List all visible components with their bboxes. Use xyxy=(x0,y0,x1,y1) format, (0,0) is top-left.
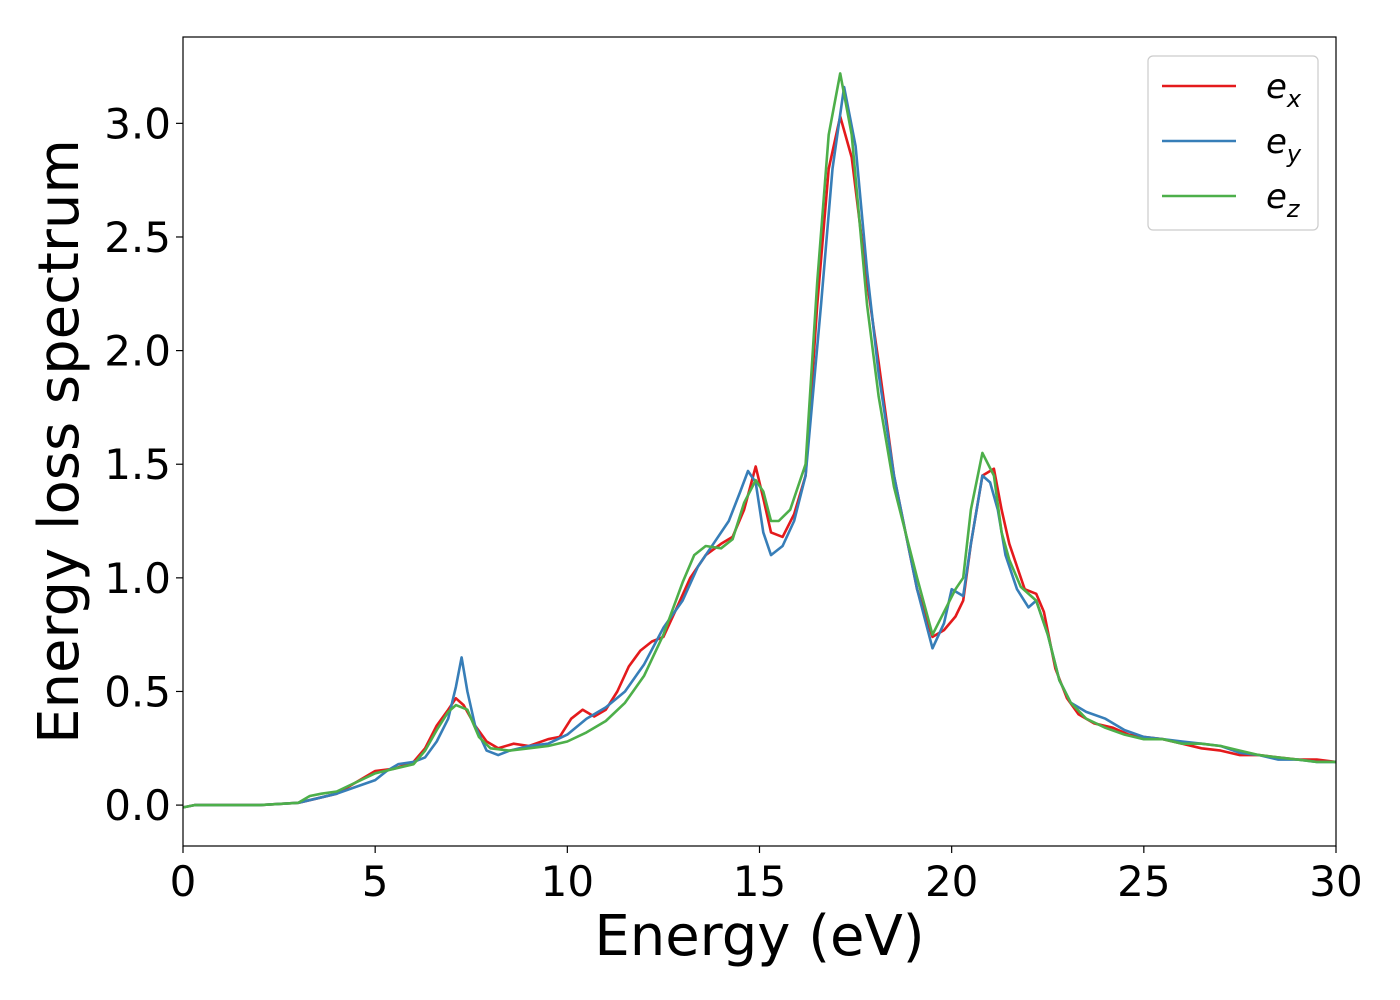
legend-box xyxy=(1147,55,1319,231)
y-tick-label: 1.5 xyxy=(104,440,171,489)
x-tick-label: 15 xyxy=(733,857,786,906)
y-tick-label: 0.0 xyxy=(104,781,171,830)
y-tick-label: 2.0 xyxy=(104,327,171,376)
legend-label-y: ey xyxy=(1266,122,1302,168)
y-tick-label: 0.5 xyxy=(104,667,171,716)
y-tick-label: 1.0 xyxy=(104,554,171,603)
legend: ex ey ez xyxy=(1147,55,1319,231)
x-tick-label: 30 xyxy=(1309,857,1362,906)
x-tick-label: 25 xyxy=(1117,857,1170,906)
y-tick-label: 3.0 xyxy=(104,99,171,148)
x-tick-label: 5 xyxy=(362,857,389,906)
series-line-z xyxy=(183,72,1336,809)
series-layer xyxy=(183,72,1336,809)
x-tick-label: 0 xyxy=(170,857,197,906)
x-tick-label: 10 xyxy=(541,857,594,906)
series-line-y xyxy=(183,85,1336,809)
y-tick-label: 2.5 xyxy=(104,213,171,262)
legend-label-x: ex xyxy=(1266,67,1302,113)
x-axis-title: Energy (eV) xyxy=(594,904,924,969)
y-axis-title: Energy loss spectrum xyxy=(27,139,92,744)
ticks-layer: 0 5 10 15 20 25 30 0.0 0.5 1.0 1.5 2.0 2.5 3.0 xyxy=(104,99,1363,906)
x-tick-label: 20 xyxy=(925,857,978,906)
legend-label-z: ez xyxy=(1266,177,1301,223)
